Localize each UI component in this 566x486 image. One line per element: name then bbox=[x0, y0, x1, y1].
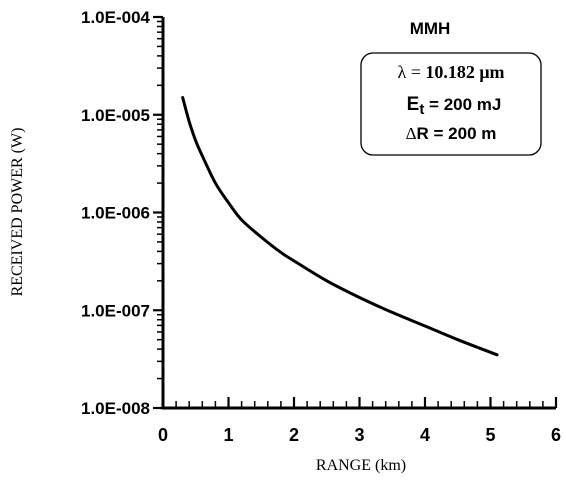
x-axis-ticks: 0 1 2 3 4 5 6 bbox=[158, 397, 561, 445]
legend-wavelength: λ = 10.182 μm bbox=[397, 62, 504, 82]
x-tick-label: 2 bbox=[289, 425, 299, 445]
legend-range-resolution: ΔR = 200 m bbox=[406, 124, 497, 143]
power-vs-range-line bbox=[181, 96, 499, 357]
series-layer bbox=[181, 96, 499, 357]
x-tick-label: 3 bbox=[354, 425, 364, 445]
y-tick-label: 1.0E-008 bbox=[81, 399, 150, 418]
y-axis-title: RECEIVED POWER (W) bbox=[9, 128, 26, 297]
legend-box bbox=[360, 52, 542, 156]
y-tick-label: 1.0E-006 bbox=[81, 204, 150, 223]
legend-energy: Et = 200 mJ bbox=[407, 94, 502, 118]
x-axis-title: RANGE (km) bbox=[316, 457, 406, 474]
chart-title: MMH bbox=[410, 19, 451, 38]
y-tick-label: 1.0E-007 bbox=[81, 301, 150, 320]
x-tick-label: 1 bbox=[223, 425, 233, 445]
y-tick-label: 1.0E-004 bbox=[81, 8, 151, 27]
y-axis-ticks: 1.0E-008 1.0E-007 1.0E-006 1.0E-005 1.0E-004 bbox=[81, 8, 163, 418]
x-tick-label: 0 bbox=[158, 425, 168, 445]
x-tick-label: 5 bbox=[485, 425, 495, 445]
x-tick-label: 4 bbox=[420, 425, 430, 445]
x-tick-label: 6 bbox=[551, 425, 561, 445]
y-tick-label: 1.0E-005 bbox=[81, 106, 150, 125]
